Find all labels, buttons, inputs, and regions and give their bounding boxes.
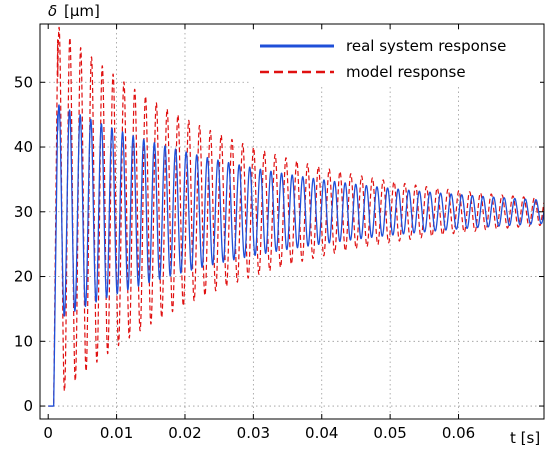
y-tick-label: 20 <box>14 268 33 286</box>
y-tick-label: 10 <box>14 332 33 350</box>
x-axis-label: t [s] <box>510 429 540 447</box>
legend-label-model: model response <box>346 63 466 81</box>
series-layer <box>47 26 545 407</box>
series-line-model-response <box>47 26 545 407</box>
x-tick-label: 0.05 <box>373 424 406 442</box>
x-tick-label: 0.01 <box>100 424 133 442</box>
y-axis-symbol: δ <box>48 2 57 20</box>
legend-label-real: real system response <box>346 37 506 55</box>
y-axis-unit: [µm] <box>64 2 100 20</box>
y-tick-label: 50 <box>14 73 33 91</box>
series-line-real-system-response <box>47 104 545 407</box>
legend-background <box>250 32 540 86</box>
tick-labels: 0 0.01 0.02 0.03 0.04 0.05 0.06 0 10 20 30 40 50 <box>14 73 475 442</box>
x-tick-label: 0.03 <box>237 424 270 442</box>
x-tick-label: 0.02 <box>168 424 201 442</box>
y-tick-label: 40 <box>14 138 33 156</box>
legend: real system response model response <box>250 32 540 86</box>
x-tick-label: 0.04 <box>305 424 338 442</box>
y-tick-label: 30 <box>14 203 33 221</box>
x-tick-label: 0.06 <box>442 424 475 442</box>
plot-frame <box>39 23 545 420</box>
y-tick-label: 0 <box>23 397 33 415</box>
ticks <box>40 24 544 419</box>
x-tick-label: 0 <box>43 424 53 442</box>
